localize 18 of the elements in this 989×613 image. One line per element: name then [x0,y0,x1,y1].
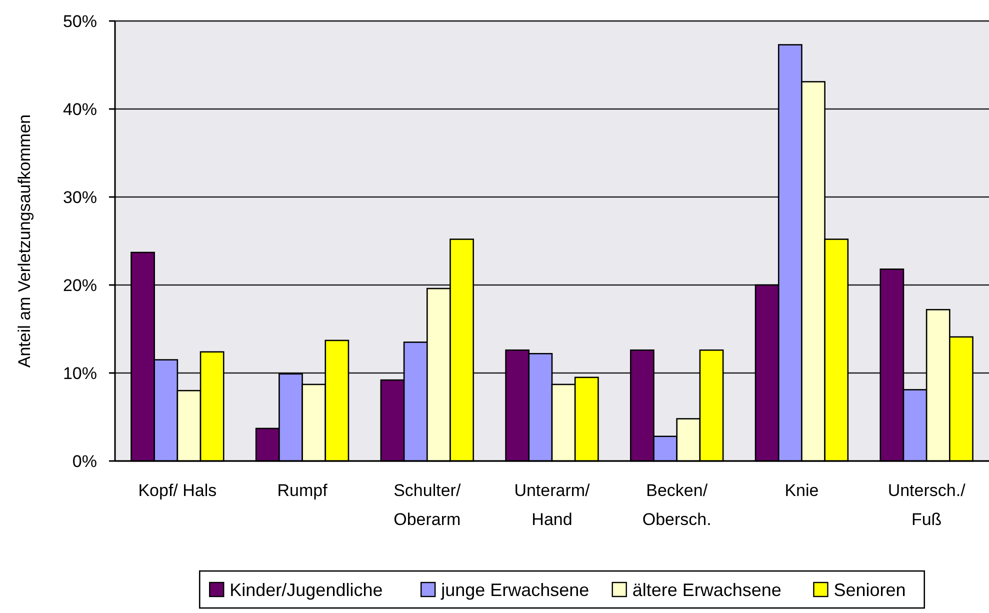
x-tick-label: Knie [784,481,819,500]
x-tick-label: Becken/ Obersch. [642,481,712,529]
legend-label: Kinder/Jugendliche [230,580,383,600]
y-axis-title: Anteil am Verletzungsaufkommen [14,114,34,368]
y-tick-label: 30% [62,188,97,207]
y-tick-label: 50% [62,12,97,31]
legend-label: ältere Erwachsene [632,580,782,600]
y-tick-label: 20% [62,276,97,295]
y-tick-label: 0% [72,452,97,471]
x-tick-label: Untersch./ Fuß [888,481,966,529]
y-tick-label: 10% [62,364,97,383]
legend-label: Senioren [834,580,906,600]
x-tick-label: Unterarm/ Hand [514,481,590,529]
x-tick-label: Schulter/ Oberarm [394,481,461,529]
x-tick-label: Kopf/ Hals [138,481,217,500]
legend-label: junge Erwachsene [440,580,590,600]
y-tick-label: 40% [62,100,97,119]
x-tick-label: Rumpf [277,481,328,500]
